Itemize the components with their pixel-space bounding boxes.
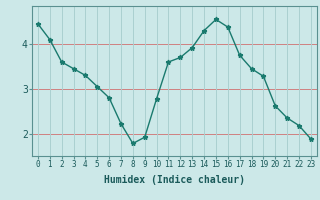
X-axis label: Humidex (Indice chaleur): Humidex (Indice chaleur) — [104, 175, 245, 185]
